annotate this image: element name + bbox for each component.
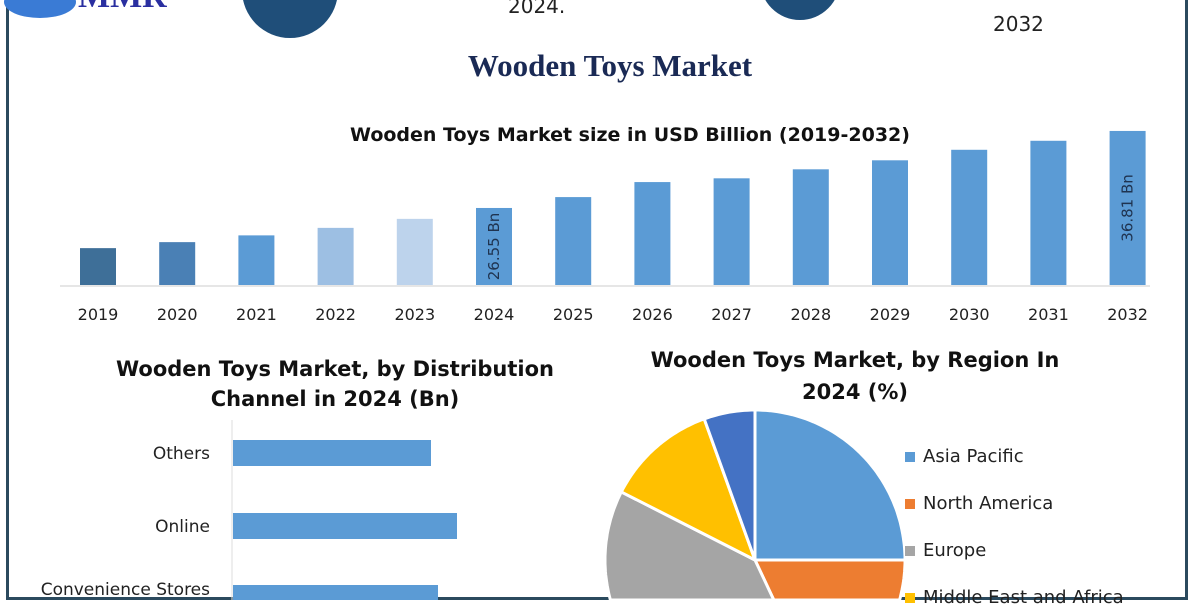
bar-2032 [1109,130,1146,285]
pie-slice-middle-east-and-africa [619,417,757,562]
tick-label-2031: 2031 [1028,305,1069,324]
tick-label-2025: 2025 [553,305,594,324]
tick-label-2020: 2020 [157,305,198,324]
bar-2019 [80,248,116,285]
bar-2025 [555,197,592,285]
page-title: Wooden Toys Market [467,48,753,83]
tick-label-2023: 2023 [394,305,435,324]
tick-label-2027: 2027 [711,305,752,324]
bar-2031 [1030,140,1067,285]
bar-2026 [634,182,671,285]
legend-item: North America [905,493,1124,514]
hbar-others [233,440,431,466]
category-label-online: Online [155,517,210,537]
legend-label: Middle East and Africa [923,587,1124,608]
bar-2022 [317,227,354,285]
logo-text: MMR [78,0,167,16]
hbar-convenience-stores [233,585,438,600]
bar-2023 [396,218,433,285]
logo-globe-icon [4,0,76,18]
hbar-chart: Others Online Convenience Stores [41,420,457,600]
tick-label-2019: 2019 [78,305,119,324]
legend-label: Asia Pacific [923,446,1024,467]
pie-legend: Asia Pacific North America Europe Middle Ea… [905,446,1124,608]
tick-label-2032: 2032 [1107,305,1148,324]
pie-slice-europe [603,490,776,600]
hbar-online [233,513,457,539]
bar-2029 [872,160,908,285]
bar-2020 [159,242,196,285]
tick-label-2024: 2024 [474,305,515,324]
tick-label-2026: 2026 [632,305,673,324]
legend-label: Europe [923,540,987,561]
legend-item: Middle East and Africa [905,587,1124,608]
bar-2027 [713,178,750,285]
tick-label-2028: 2028 [790,305,831,324]
legend-swatch [905,499,915,509]
legend-swatch [905,546,915,556]
legend-item: Europe [905,540,1124,561]
tick-label-2022: 2022 [315,305,356,324]
category-label-others: Others [153,444,210,464]
bar-2030 [951,149,988,285]
pie-slice-other [702,408,757,562]
pie-chart-title: Wooden Toys Market, by Region In 2024 (%… [650,348,1060,404]
top-center-text: 2024. [508,0,566,18]
decorations [4,0,835,38]
hbar-chart-title: Wooden Toys Market, by Distribution Chan… [115,357,555,411]
tick-label-2021: 2021 [236,305,277,324]
legend-item: Asia Pacific [905,446,1124,467]
pie-slice-north-america [753,558,907,600]
legend-label: North America [923,493,1054,514]
data-label-2024: 26.55 Bn [485,213,503,281]
legend-swatch [905,452,915,462]
tick-label-2029: 2029 [870,305,911,324]
data-label-2032: 36.81 Bn [1119,174,1137,242]
infographic-frame [6,0,1188,600]
top-circle-icon-2 [765,0,835,20]
bar-chart: 2019 2020 2021 2022 2023 2024 26.55 Bn 2025 2026… [60,130,1150,324]
top-circle-icon [243,0,337,38]
bar-2028 [792,169,829,285]
bar-2024 [476,207,512,285]
pie-slice-asia-pacific [753,408,907,562]
top-right-text: 2032 [993,12,1044,36]
tick-label-2030: 2030 [949,305,990,324]
category-label-convenience-stores: Convenience Stores [41,580,210,600]
bar-2021 [238,235,275,285]
legend-swatch [905,593,915,603]
bar-chart-title: Wooden Toys Market size in USD Billion (… [350,124,910,146]
